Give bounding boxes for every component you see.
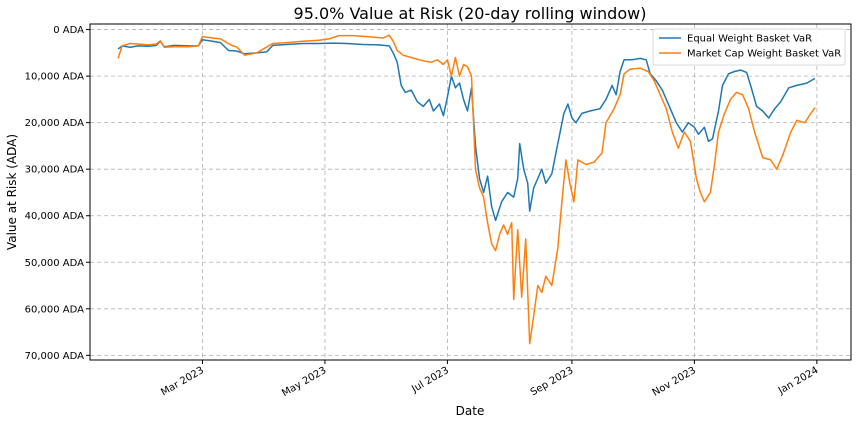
y-tick-label: 20,000 ADA: [25, 118, 85, 129]
y-tick-label: 0 ADA: [53, 25, 84, 36]
x-axis-label: Date: [456, 404, 485, 418]
legend-label-equal-weight: Equal Weight Basket VaR: [687, 34, 812, 45]
y-tick-label: 60,000 ADA: [25, 304, 85, 315]
y-tick-label: 30,000 ADA: [25, 165, 85, 176]
y-axis-label: Value at Risk (ADA): [5, 134, 19, 250]
x-tick-label: Nov 2023: [651, 365, 698, 399]
y-tick-label: 10,000 ADA: [25, 72, 85, 83]
x-tick-label: Sep 2023: [529, 365, 576, 398]
x-tick-label: Mar 2023: [159, 365, 206, 398]
legend: Equal Weight Basket VaR Market Cap Weigh…: [652, 28, 846, 66]
x-axis: Mar 2023 May 2023 Jul 2023 Sep 2023 Nov 2023…: [159, 360, 820, 399]
grid-layer: [90, 24, 851, 360]
series-line-market-cap: [117, 34, 816, 345]
legend-label-market-cap: Market Cap Weight Basket VaR: [687, 49, 841, 60]
x-tick-label: May 2023: [280, 365, 328, 399]
y-tick-label: 50,000 ADA: [25, 258, 85, 269]
series-layer: [117, 34, 816, 345]
legend-box: [652, 28, 846, 66]
x-tick-label: Jan 2024: [776, 365, 821, 397]
series-line-equal-weight: [117, 39, 816, 222]
x-tick-label: Jul 2023: [409, 365, 451, 395]
y-tick-label: 40,000 ADA: [25, 211, 85, 222]
y-axis: 0 ADA 10,000 ADA 20,000 ADA 30,000 ADA 40,00…: [25, 25, 90, 362]
chart-title: 95.0% Value at Risk (20-day rolling wind…: [294, 4, 647, 23]
y-tick-label: 70,000 ADA: [25, 351, 85, 362]
plot-frame: [89, 23, 852, 361]
